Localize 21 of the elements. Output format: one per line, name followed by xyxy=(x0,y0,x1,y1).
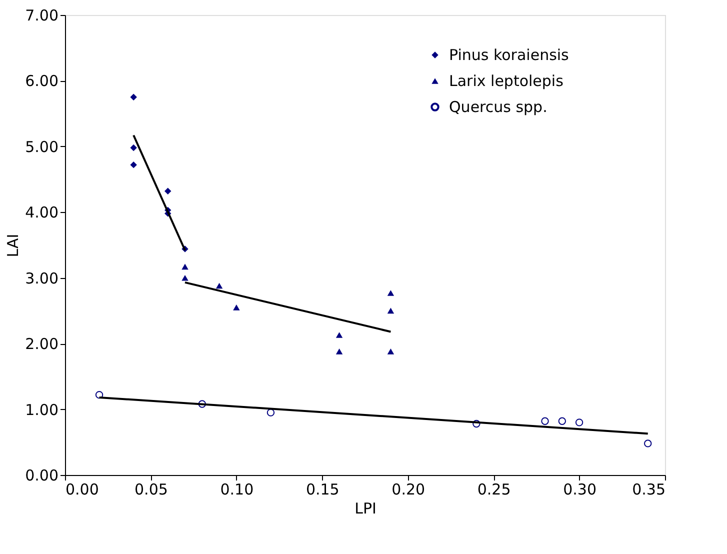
x-axis-title: LPI xyxy=(354,500,376,518)
y-tick-label: 6.00 xyxy=(25,72,58,90)
x-tick-label: 0.20 xyxy=(392,480,426,498)
y-tick-label: 0.00 xyxy=(25,466,58,484)
x-tick-label: 0.30 xyxy=(563,480,596,498)
y-tick-label: 2.00 xyxy=(25,335,58,354)
x-tick-label: 0.05 xyxy=(134,480,168,498)
y-tick-label: 5.00 xyxy=(25,138,58,156)
x-tick-label: 0.10 xyxy=(220,480,254,498)
y-tick-label: 7.00 xyxy=(25,6,58,24)
legend-label: Quercus spp. xyxy=(449,98,548,116)
y-tick-label: 3.00 xyxy=(25,269,58,288)
legend-label: Larix leptolepis xyxy=(449,72,564,90)
legend-label: Pinus koraiensis xyxy=(449,46,570,64)
x-tick-label: 0.00 xyxy=(66,480,99,498)
y-tick-label: 4.00 xyxy=(25,204,58,222)
y-tick-label: 1.00 xyxy=(25,400,58,419)
x-tick-label: 0.25 xyxy=(477,480,511,498)
x-tick-label: 0.15 xyxy=(306,480,340,498)
y-axis-title: LAI xyxy=(4,234,22,258)
x-tick-label: 0.35 xyxy=(632,480,666,498)
